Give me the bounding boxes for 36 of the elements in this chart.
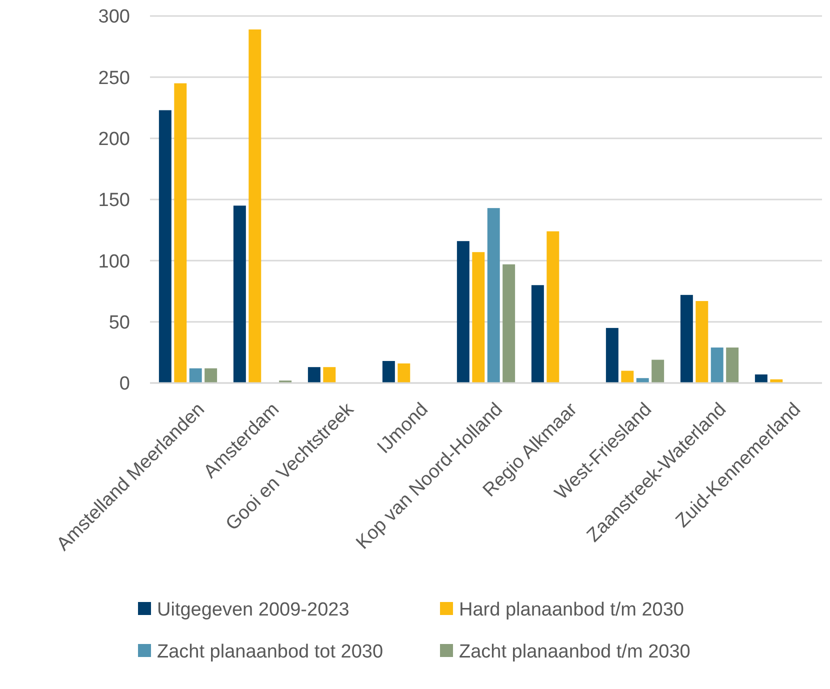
bar (531, 285, 544, 383)
bar (696, 301, 708, 383)
legend-label: Uitgegeven 2009-2023 (157, 600, 350, 621)
bar (680, 294, 693, 383)
y-tick-label: 50 (108, 312, 130, 334)
bar (710, 348, 724, 383)
bar (308, 367, 320, 383)
y-tick-label: 100 (98, 251, 130, 272)
bar (546, 231, 560, 383)
bar (323, 367, 336, 383)
bar (174, 83, 187, 383)
bar (636, 378, 649, 383)
bar (754, 374, 768, 383)
bar (621, 370, 634, 383)
bar (189, 368, 202, 383)
y-tick-label: 200 (98, 128, 130, 150)
legend-label: Hard planaanbod t/m 2030 (459, 600, 684, 621)
bar (398, 363, 410, 383)
bar (502, 264, 516, 383)
y-tick-label: 0 (119, 374, 130, 395)
bar (652, 360, 664, 383)
y-tick-label: 300 (98, 6, 130, 28)
bar (606, 328, 618, 383)
bar (248, 29, 262, 383)
bar (382, 360, 395, 383)
bar (233, 206, 246, 383)
y-tick-label: 250 (98, 68, 130, 89)
legend-label: Zacht planaanbod t/m 2030 (459, 642, 690, 663)
bar (726, 348, 739, 383)
bar (204, 368, 218, 383)
bar (158, 110, 172, 383)
bar (487, 208, 500, 383)
bar (456, 241, 470, 383)
bar (472, 252, 485, 383)
y-tick-label: 150 (98, 190, 130, 212)
legend-label: Zacht planaanbod tot 2030 (157, 642, 384, 663)
